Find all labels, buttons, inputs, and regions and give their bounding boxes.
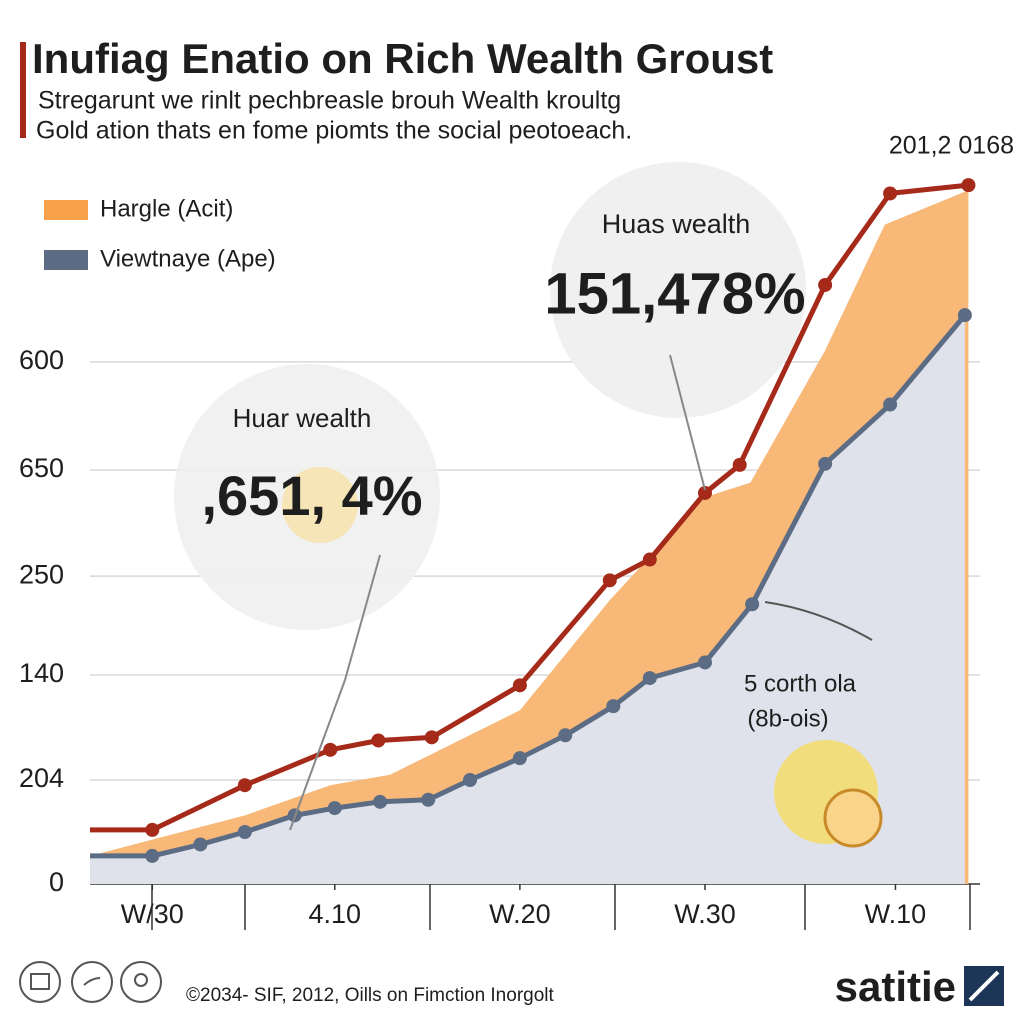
line: [90, 313, 967, 859]
annotation-value: ,651, 4%: [201, 464, 422, 527]
point: [327, 801, 342, 816]
point: [371, 733, 386, 748]
subtitle: Stregarunt we rinlt pechbreasle brouh We…: [38, 87, 621, 115]
annotation-title: 5 corth ola: [744, 670, 857, 697]
annotation-value: 151,478%: [544, 261, 805, 326]
point: [193, 837, 208, 852]
point: [237, 778, 252, 793]
point: [558, 728, 573, 743]
subtitle: Gold ation thats en fome piomts the soci…: [36, 117, 632, 145]
brand: satitie: [835, 963, 956, 1010]
point: [642, 552, 657, 567]
point: [463, 773, 478, 787]
point: [642, 671, 657, 686]
y-tick-label: 140: [19, 658, 64, 688]
point: [512, 751, 527, 766]
point: [961, 178, 976, 193]
y-tick-label: 204: [19, 763, 64, 793]
footer: ©2034- SIF, 2012, Oills on Fimction Inor…: [186, 985, 555, 1006]
point: [373, 794, 388, 809]
y-tick-label: 650: [19, 453, 64, 483]
area: [90, 315, 965, 885]
legend-swatch: [44, 250, 88, 270]
point: [237, 825, 252, 839]
point: [145, 848, 160, 863]
legend-swatch: [44, 200, 88, 220]
point: [745, 597, 760, 612]
point: [732, 457, 747, 472]
point: [697, 655, 712, 670]
title-accent: [20, 42, 26, 138]
annotation-title: Huas wealth: [602, 209, 751, 239]
annotation-bubble: [550, 162, 806, 418]
point: [602, 573, 617, 588]
y-tick-label: 0: [49, 867, 64, 897]
point: [323, 742, 338, 757]
point: [606, 699, 621, 714]
legend-label: Hargle (Acit): [100, 195, 233, 222]
x-separators: [151, 884, 971, 930]
pointer-line: [344, 554, 381, 681]
point: [818, 277, 833, 292]
y-tick-label: 250: [19, 559, 64, 589]
point: [957, 308, 972, 323]
point: [421, 792, 436, 807]
social-icons: [19, 961, 162, 1003]
point: [697, 485, 712, 500]
coin-icon: [823, 788, 883, 848]
corner-label: 201,2 0168: [889, 132, 1014, 160]
legend-label: Viewtnaye (Ape): [100, 245, 276, 272]
annotation-text: (8b-ois): [747, 705, 828, 732]
coin-icon: [282, 467, 358, 543]
icon-button[interactable]: [19, 961, 61, 1003]
point: [512, 678, 527, 693]
pointer-line: [669, 354, 706, 491]
x-tick-label: W.20: [489, 899, 551, 929]
plot-layer: [90, 178, 976, 885]
x-tick-label: 4.10: [308, 899, 361, 929]
point: [145, 822, 160, 837]
pointer-line: [289, 679, 346, 831]
point: [883, 397, 898, 412]
icon-button[interactable]: [120, 961, 162, 1003]
x-tick-label: W.30: [674, 899, 736, 929]
legend: Hargle (Acit) Viewtnaye (Ape): [44, 195, 276, 272]
x-tick-label: W.10: [865, 899, 927, 929]
point: [424, 730, 439, 745]
point: [883, 186, 898, 201]
icon-button[interactable]: [71, 961, 113, 1003]
line: [90, 182, 969, 833]
brand-logo: [968, 970, 1000, 1002]
y-tick-label: 600: [19, 345, 64, 375]
chart-title: Inufiag Enatio on Rich Wealth Groust: [32, 35, 773, 82]
pointer-line: [764, 601, 873, 641]
annotation-title: Huar wealth: [233, 403, 372, 433]
point: [818, 456, 833, 471]
